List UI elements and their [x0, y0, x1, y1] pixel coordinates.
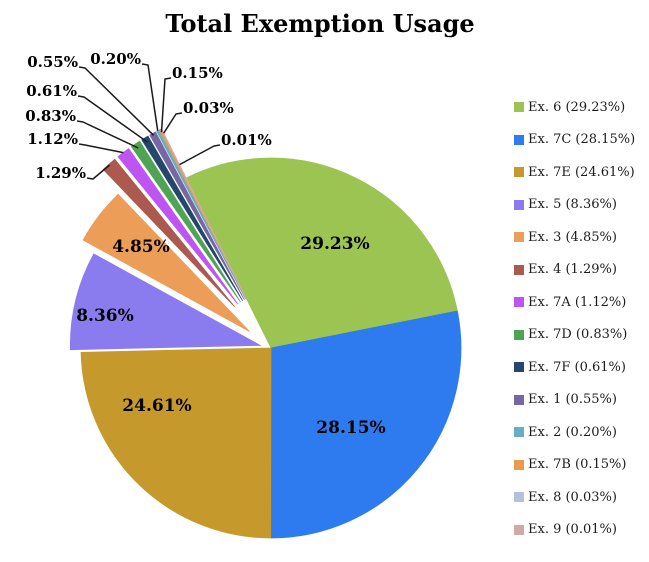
slice-label-ex-3: 4.85% [112, 237, 170, 257]
slice-label-ex-7e: 24.61% [122, 396, 191, 416]
legend-swatch-icon [514, 362, 524, 373]
callout-line-ex-7a [78, 143, 124, 154]
pie-slice-ex-7f[interactable] [141, 135, 244, 302]
legend-item-ex-8: Ex. 8 (0.03%) [514, 481, 635, 514]
callout-line-ex-1 [78, 66, 155, 136]
pie-slice-ex-6[interactable] [185, 157, 458, 349]
callout-line-ex-7b [160, 77, 172, 133]
callout-line-ex-7f [77, 95, 148, 143]
callout-line-ex-9 [179, 144, 221, 166]
legend-label: Ex. 7A (1.12%) [528, 294, 627, 310]
legend-item-ex-7c: Ex. 7C (28.15%) [514, 124, 635, 157]
callout-line-ex-2 [141, 63, 159, 131]
legend-label: Ex. 5 (8.36%) [528, 197, 617, 213]
legend-swatch-icon [514, 297, 524, 308]
legend-swatch-icon [514, 524, 524, 535]
legend-swatch-icon [514, 264, 524, 275]
callout-line-ex-8 [162, 112, 183, 134]
legend-label: Ex. 4 (1.29%) [528, 262, 617, 278]
slice-label-ex-6: 29.23% [300, 234, 369, 254]
legend-swatch-icon [514, 199, 524, 210]
pie-slice-ex-7c[interactable] [270, 310, 462, 539]
legend-label: Ex. 6 (29.23%) [528, 99, 626, 115]
legend-swatch-icon [514, 167, 524, 178]
legend-label: Ex. 8 (0.03%) [528, 489, 617, 505]
legend-item-ex-9: Ex. 9 (0.01%) [514, 514, 635, 547]
slice-label-ex-1: 0.55% [27, 53, 78, 71]
legend-swatch-icon [514, 134, 524, 145]
legend-swatch-icon [514, 394, 524, 405]
slice-label-ex-7a: 1.12% [27, 130, 78, 148]
slice-label-ex-5: 8.36% [76, 306, 134, 326]
callout-line-ex-7d [76, 120, 139, 149]
chart-legend: Ex. 6 (29.23%) Ex. 7C (28.15%) Ex. 7E (24.… [514, 91, 635, 546]
legend-label: Ex. 3 (4.85%) [528, 229, 617, 245]
slice-label-ex-7c: 28.15% [316, 418, 385, 438]
legend-item-ex-7d: Ex. 7D (0.83%) [514, 319, 635, 352]
legend-label: Ex. 7E (24.61%) [528, 164, 635, 180]
slice-label-ex-4: 1.29% [35, 164, 86, 182]
legend-item-ex-7a: Ex. 7A (1.12%) [514, 286, 635, 319]
legend-swatch-icon [514, 459, 524, 470]
legend-label: Ex. 7B (0.15%) [528, 457, 627, 473]
chart-title: Total Exemption Usage [165, 9, 475, 38]
legend-item-ex-3: Ex. 3 (4.85%) [514, 221, 635, 254]
legend-item-ex-6: Ex. 6 (29.23%) [514, 91, 635, 124]
pie-slice-ex-5[interactable] [69, 253, 262, 351]
legend-swatch-icon [514, 102, 524, 113]
pie-slice-ex-3[interactable] [82, 193, 250, 332]
legend-swatch-icon [514, 329, 524, 340]
pie-slice-ex-7d[interactable] [130, 140, 241, 303]
slice-label-ex-7d: 0.83% [25, 107, 76, 125]
slice-label-ex-8: 0.03% [183, 99, 234, 117]
legend-label: Ex. 7C (28.15%) [528, 132, 636, 148]
callout-line-ex-4 [86, 164, 111, 180]
legend-label: Ex. 9 (0.01%) [528, 522, 617, 538]
legend-label: Ex. 7F (0.61%) [528, 359, 626, 375]
legend-label: Ex. 2 (0.20%) [528, 424, 617, 440]
legend-item-ex-7e: Ex. 7E (24.61%) [514, 156, 635, 189]
slice-label-ex-7f: 0.61% [26, 82, 77, 100]
legend-item-ex-7b: Ex. 7B (0.15%) [514, 449, 635, 482]
slice-label-ex-2: 0.20% [90, 50, 141, 68]
legend-swatch-icon [514, 427, 524, 438]
legend-swatch-icon [514, 232, 524, 243]
slice-label-ex-9: 0.01% [221, 131, 272, 149]
slice-label-ex-7b: 0.15% [172, 64, 223, 82]
legend-label: Ex. 1 (0.55%) [528, 392, 617, 408]
legend-item-ex-7f: Ex. 7F (0.61%) [514, 351, 635, 384]
legend-item-ex-1: Ex. 1 (0.55%) [514, 384, 635, 417]
legend-swatch-icon [514, 492, 524, 503]
legend-item-ex-2: Ex. 2 (0.20%) [514, 416, 635, 449]
legend-label: Ex. 7D (0.83%) [528, 327, 628, 343]
legend-item-ex-4: Ex. 4 (1.29%) [514, 254, 635, 287]
pie-slice-ex-7e[interactable] [80, 347, 272, 539]
legend-item-ex-5: Ex. 5 (8.36%) [514, 189, 635, 222]
